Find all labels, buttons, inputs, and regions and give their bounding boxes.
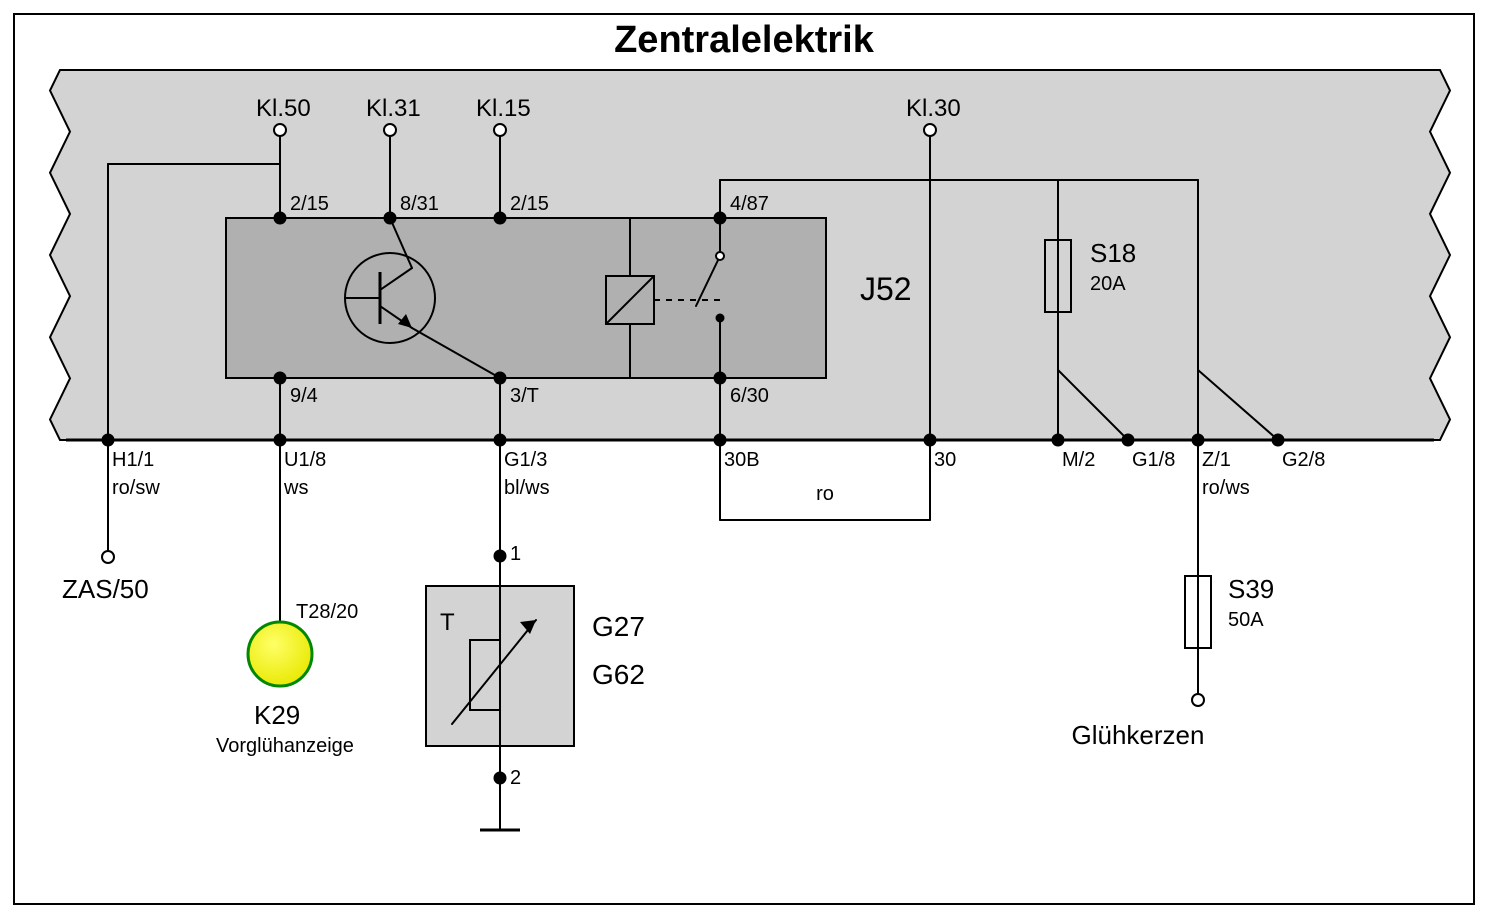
pin-p215a: 2/15 xyxy=(290,193,329,215)
sensor-g62: G62 xyxy=(592,659,645,690)
zas-label: ZAS/50 xyxy=(62,574,149,604)
terminal-kl15: Kl.15 xyxy=(476,95,531,122)
node-h11: H1/1 xyxy=(112,449,154,471)
node-g13: G1/3 xyxy=(504,449,547,471)
pin-p831: 8/31 xyxy=(400,193,439,215)
fuse-s18-rating: 20A xyxy=(1090,273,1126,295)
sensor-pin1: 1 xyxy=(510,543,521,565)
node-z1: Z/1 xyxy=(1202,449,1231,471)
j52-box xyxy=(226,218,826,378)
sensor-T: T xyxy=(440,609,455,636)
node-b30: 30B xyxy=(724,449,760,471)
schematic: Zentralelektrik J52 Kl.50 Kl.31 Kl.15 Kl.30 2/… xyxy=(0,0,1489,919)
terminal-kl30: Kl.30 xyxy=(906,95,961,122)
node-g28: G2/8 xyxy=(1282,449,1325,471)
gluehkerzen-label: Glühkerzen xyxy=(1072,720,1205,750)
pin-p487: 4/87 xyxy=(730,193,769,215)
color-z1: ro/ws xyxy=(1202,477,1250,499)
j52-label: J52 xyxy=(860,271,912,307)
pin-p3t: 3/T xyxy=(510,385,539,407)
sensor-g27: G27 xyxy=(592,611,645,642)
node-u18: U1/8 xyxy=(284,449,326,471)
color-h11: ro/sw xyxy=(112,477,160,499)
pin-p630: 6/30 xyxy=(730,385,769,407)
title: Zentralelektrik xyxy=(614,19,875,61)
color-g13: bl/ws xyxy=(504,477,550,499)
node-g18: G1/8 xyxy=(1132,449,1175,471)
pin-p94: 9/4 xyxy=(290,385,318,407)
lamp-name: K29 xyxy=(254,700,300,730)
sensor-pin2: 2 xyxy=(510,767,521,789)
terminal-kl50: Kl.50 xyxy=(256,95,311,122)
terminal-kl31: Kl.31 xyxy=(366,95,421,122)
lamp-term-label: T28/20 xyxy=(296,601,358,623)
lamp-k29-icon xyxy=(248,622,312,686)
fuse-s39-rating: 50A xyxy=(1228,609,1264,631)
color-u18: ws xyxy=(283,477,308,499)
fuse-s39-name: S39 xyxy=(1228,574,1274,604)
pin-p215b: 2/15 xyxy=(510,193,549,215)
node-n30: 30 xyxy=(934,449,956,471)
node-m2: M/2 xyxy=(1062,449,1095,471)
fuse-s18-name: S18 xyxy=(1090,238,1136,268)
lamp-sub: Vorglühanzeige xyxy=(216,735,354,757)
wire-color-ro: ro xyxy=(816,483,834,505)
